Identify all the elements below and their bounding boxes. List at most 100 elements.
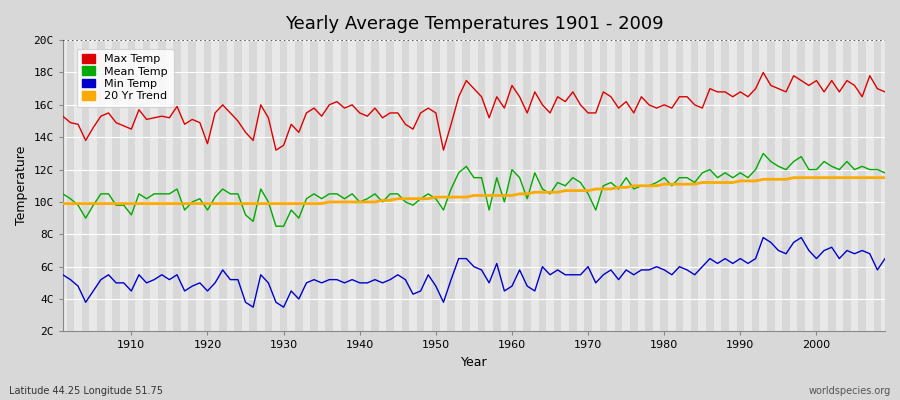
Bar xyxy=(326,40,333,332)
Bar xyxy=(454,40,463,332)
Bar xyxy=(813,40,820,332)
Bar xyxy=(341,40,348,332)
Bar xyxy=(744,40,752,332)
Bar xyxy=(676,40,683,332)
Bar xyxy=(835,40,843,332)
Bar xyxy=(425,40,432,332)
Bar xyxy=(485,40,493,332)
Bar xyxy=(188,40,196,332)
Bar xyxy=(874,40,881,332)
Bar xyxy=(104,40,112,332)
Bar xyxy=(493,40,500,332)
Bar xyxy=(828,40,835,332)
Bar xyxy=(410,40,417,332)
Bar xyxy=(203,40,212,332)
Bar xyxy=(196,40,203,332)
Bar xyxy=(371,40,379,332)
Bar xyxy=(546,40,554,332)
Bar xyxy=(714,40,721,332)
Bar xyxy=(173,40,181,332)
Bar xyxy=(212,40,219,332)
Bar xyxy=(150,40,158,332)
Bar xyxy=(417,40,425,332)
Bar xyxy=(356,40,364,332)
Bar xyxy=(128,40,135,332)
Legend: Max Temp, Mean Temp, Min Temp, 20 Yr Trend: Max Temp, Mean Temp, Min Temp, 20 Yr Tre… xyxy=(76,48,174,107)
X-axis label: Year: Year xyxy=(461,356,487,369)
Bar xyxy=(242,40,249,332)
Bar xyxy=(219,40,227,332)
Bar xyxy=(790,40,797,332)
Bar xyxy=(249,40,257,332)
Bar xyxy=(265,40,272,332)
Bar xyxy=(706,40,714,332)
Bar xyxy=(516,40,524,332)
Bar xyxy=(135,40,143,332)
Bar xyxy=(820,40,828,332)
Bar xyxy=(287,40,295,332)
Bar xyxy=(379,40,386,332)
Bar xyxy=(569,40,577,332)
Bar xyxy=(668,40,676,332)
Bar xyxy=(592,40,599,332)
Bar xyxy=(447,40,454,332)
Bar xyxy=(158,40,166,332)
Bar xyxy=(736,40,744,332)
Bar xyxy=(608,40,615,332)
Bar xyxy=(302,40,310,332)
Bar xyxy=(364,40,371,332)
Bar xyxy=(752,40,760,332)
Bar xyxy=(630,40,637,332)
Bar xyxy=(470,40,478,332)
Bar xyxy=(584,40,592,332)
Bar xyxy=(843,40,850,332)
Bar xyxy=(75,40,82,332)
Bar xyxy=(295,40,302,332)
Bar xyxy=(691,40,698,332)
Bar xyxy=(394,40,401,332)
Bar xyxy=(386,40,394,332)
Bar xyxy=(850,40,859,332)
Bar xyxy=(478,40,485,332)
Bar xyxy=(310,40,318,332)
Bar xyxy=(797,40,806,332)
Bar xyxy=(333,40,341,332)
Bar xyxy=(401,40,410,332)
Bar xyxy=(227,40,234,332)
Bar xyxy=(432,40,440,332)
Bar xyxy=(234,40,242,332)
Bar xyxy=(698,40,706,332)
Bar xyxy=(782,40,790,332)
Bar xyxy=(318,40,326,332)
Bar xyxy=(652,40,661,332)
Bar xyxy=(500,40,508,332)
Bar xyxy=(120,40,128,332)
Bar xyxy=(531,40,538,332)
Bar xyxy=(599,40,608,332)
Bar xyxy=(661,40,668,332)
Text: Latitude 44.25 Longitude 51.75: Latitude 44.25 Longitude 51.75 xyxy=(9,386,163,396)
Bar xyxy=(181,40,188,332)
Bar xyxy=(615,40,623,332)
Y-axis label: Temperature: Temperature xyxy=(15,146,28,226)
Bar xyxy=(97,40,104,332)
Bar xyxy=(554,40,562,332)
Bar xyxy=(257,40,265,332)
Bar xyxy=(760,40,767,332)
Bar xyxy=(272,40,280,332)
Bar xyxy=(866,40,874,332)
Bar xyxy=(538,40,546,332)
Bar xyxy=(623,40,630,332)
Bar xyxy=(577,40,584,332)
Title: Yearly Average Temperatures 1901 - 2009: Yearly Average Temperatures 1901 - 2009 xyxy=(284,15,663,33)
Bar xyxy=(637,40,645,332)
Text: worldspecies.org: worldspecies.org xyxy=(809,386,891,396)
Bar xyxy=(524,40,531,332)
Bar xyxy=(881,40,889,332)
Bar xyxy=(280,40,287,332)
Bar xyxy=(82,40,89,332)
Bar xyxy=(67,40,75,332)
Bar xyxy=(767,40,775,332)
Bar xyxy=(721,40,729,332)
Bar xyxy=(112,40,120,332)
